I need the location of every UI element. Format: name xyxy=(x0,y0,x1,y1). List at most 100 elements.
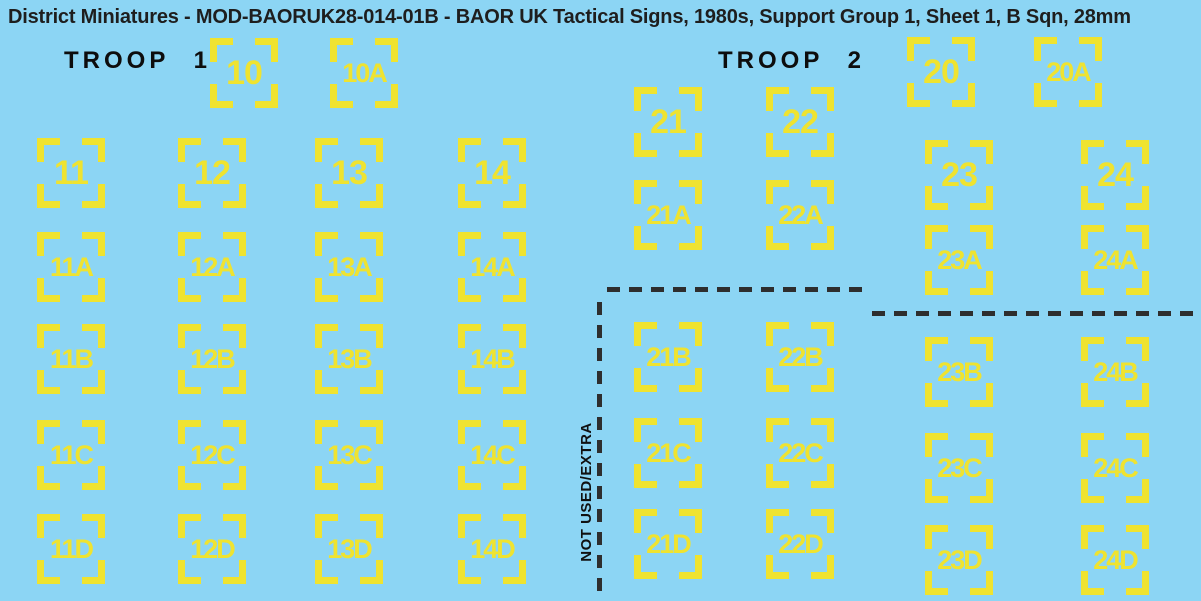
bracket-corner-tl xyxy=(634,418,657,442)
bracket-corner-br xyxy=(360,184,383,208)
sign-number: 22A xyxy=(778,199,824,230)
tactical-sign-23a: 23A xyxy=(925,225,993,295)
bracket-corner-br xyxy=(503,560,526,584)
bracket-corner-bl xyxy=(925,271,948,295)
tactical-sign-12: 12 xyxy=(178,138,246,208)
bracket-corner-tr xyxy=(679,322,702,346)
bracket-corner-tr xyxy=(360,324,383,348)
tactical-sign-14b: 14B xyxy=(458,324,526,394)
bracket-corner-tr xyxy=(82,232,105,256)
sheet-title: District Miniatures - MOD-BAORUK28-014-0… xyxy=(8,6,1131,28)
bracket-corner-bl xyxy=(315,278,338,302)
sign-number: 14D xyxy=(470,533,516,564)
tactical-sign-12c: 12C xyxy=(178,420,246,490)
bracket-corner-tl xyxy=(766,87,789,111)
tactical-sign-11c: 11C xyxy=(37,420,105,490)
tactical-sign-20: 20 xyxy=(907,37,975,107)
tactical-sign-11a: 11A xyxy=(37,232,105,302)
bracket-corner-bl xyxy=(1081,383,1104,407)
bracket-corner-bl xyxy=(766,464,789,488)
bracket-corner-br xyxy=(503,466,526,490)
bracket-corner-br xyxy=(82,560,105,584)
bracket-corner-br xyxy=(1126,571,1149,595)
bracket-corner-tl xyxy=(315,324,338,348)
bracket-corner-tl xyxy=(925,433,948,457)
tactical-sign-23c: 23C xyxy=(925,433,993,503)
bracket-corner-bl xyxy=(766,133,789,157)
sign-number: 23B xyxy=(937,356,983,387)
bracket-corner-tr xyxy=(679,87,702,111)
bracket-corner-br xyxy=(970,383,993,407)
sign-number: 21B xyxy=(646,341,692,372)
bracket-corner-br xyxy=(811,464,834,488)
bracket-corner-bl xyxy=(37,370,60,394)
bracket-corner-br xyxy=(679,464,702,488)
tactical-sign-22c: 22C xyxy=(766,418,834,488)
bracket-corner-bl xyxy=(1081,186,1104,210)
sign-number: 23D xyxy=(937,544,983,575)
bracket-corner-tl xyxy=(37,232,60,256)
bracket-corner-tr xyxy=(360,138,383,162)
tactical-sign-24b: 24B xyxy=(1081,337,1149,407)
tactical-sign-14c: 14C xyxy=(458,420,526,490)
bracket-corner-tr xyxy=(811,180,834,204)
bracket-corner-br xyxy=(255,84,278,108)
bracket-corner-bl xyxy=(458,466,481,490)
tactical-sign-23d: 23D xyxy=(925,525,993,595)
bracket-corner-tl xyxy=(458,420,481,444)
bracket-corner-tl xyxy=(37,324,60,348)
bracket-corner-tr xyxy=(679,180,702,204)
bracket-corner-br xyxy=(811,226,834,250)
bracket-corner-br xyxy=(811,368,834,392)
sign-number: 21 xyxy=(650,103,687,141)
bracket-corner-br xyxy=(952,83,975,107)
bracket-corner-tl xyxy=(925,225,948,249)
tactical-sign-24c: 24C xyxy=(1081,433,1149,503)
bracket-corner-tl xyxy=(315,420,338,444)
tactical-sign-24d: 24D xyxy=(1081,525,1149,595)
bracket-corner-tr xyxy=(970,337,993,361)
bracket-corner-tr xyxy=(503,324,526,348)
sign-number: 13A xyxy=(327,251,373,282)
tactical-sign-22a: 22A xyxy=(766,180,834,250)
bracket-corner-tl xyxy=(1081,337,1104,361)
bracket-corner-br xyxy=(360,560,383,584)
sign-number: 14C xyxy=(470,439,516,470)
bracket-corner-tr xyxy=(811,322,834,346)
bracket-corner-tl xyxy=(766,180,789,204)
sign-number: 13C xyxy=(327,439,373,470)
sign-number: 24B xyxy=(1093,356,1139,387)
bracket-corner-br xyxy=(970,571,993,595)
sign-number: 13 xyxy=(331,154,368,192)
bracket-corner-tl xyxy=(634,180,657,204)
bracket-corner-tr xyxy=(82,420,105,444)
bracket-corner-bl xyxy=(178,278,201,302)
bracket-corner-tl xyxy=(907,37,930,61)
bracket-corner-bl xyxy=(330,84,353,108)
tactical-sign-13: 13 xyxy=(315,138,383,208)
bracket-corner-tr xyxy=(82,324,105,348)
tactical-sign-10a: 10A xyxy=(330,38,398,108)
bracket-corner-tl xyxy=(634,322,657,346)
bracket-corner-bl xyxy=(925,383,948,407)
bracket-corner-br xyxy=(811,555,834,579)
bracket-corner-tr xyxy=(223,420,246,444)
bracket-corner-tl xyxy=(178,514,201,538)
bracket-corner-bl xyxy=(458,560,481,584)
tactical-sign-12d: 12D xyxy=(178,514,246,584)
bracket-corner-tl xyxy=(1081,225,1104,249)
sign-number: 22B xyxy=(778,341,824,372)
bracket-corner-tl xyxy=(37,420,60,444)
bracket-corner-tr xyxy=(223,138,246,162)
tactical-sign-12a: 12A xyxy=(178,232,246,302)
bracket-corner-br xyxy=(679,133,702,157)
bracket-corner-br xyxy=(360,370,383,394)
sign-number: 11C xyxy=(49,439,94,470)
bracket-corner-br xyxy=(811,133,834,157)
bracket-corner-tr xyxy=(223,232,246,256)
sign-number: 24D xyxy=(1093,544,1139,575)
sign-number: 11 xyxy=(54,154,89,192)
tactical-sign-21c: 21C xyxy=(634,418,702,488)
sign-number: 12A xyxy=(190,251,236,282)
bracket-corner-bl xyxy=(1081,271,1104,295)
